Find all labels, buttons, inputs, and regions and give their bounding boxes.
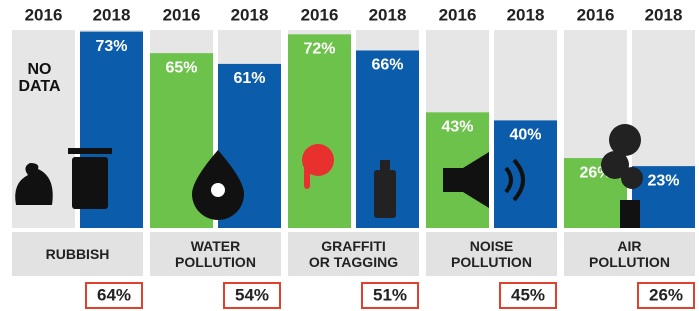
category-label: GRAFFITI OR TAGGING xyxy=(286,232,421,276)
series-label: 2016 xyxy=(439,5,477,24)
bar xyxy=(356,50,419,228)
category-label: NOISE POLLUTION xyxy=(424,232,559,276)
series-label: 2018 xyxy=(645,5,683,24)
column-bg xyxy=(12,30,75,228)
overall-label: 54% xyxy=(235,285,269,304)
bar xyxy=(150,53,213,228)
value-label: 66% xyxy=(371,57,403,74)
value-label: 73% xyxy=(95,38,127,55)
overall-label: 26% xyxy=(649,285,683,304)
category-label: WATER POLLUTION xyxy=(148,232,283,276)
series-label: 2018 xyxy=(507,5,545,24)
value-label: 40% xyxy=(509,127,541,144)
overall-label: 51% xyxy=(373,285,407,304)
series-label: 2016 xyxy=(577,5,615,24)
value-label: 23% xyxy=(647,172,679,189)
series-label: 2016 xyxy=(25,5,63,24)
overall-label: 45% xyxy=(511,285,545,304)
value-label: 65% xyxy=(165,59,197,76)
no-data-label: NO xyxy=(28,61,52,78)
value-label: 26% xyxy=(579,164,611,181)
value-label: 43% xyxy=(441,119,473,136)
series-label: 2018 xyxy=(93,5,131,24)
series-label: 2016 xyxy=(301,5,339,24)
bar xyxy=(80,32,143,228)
category-label: AIR POLLUTION xyxy=(562,232,697,276)
series-label: 2018 xyxy=(369,5,407,24)
series-label: 2016 xyxy=(163,5,201,24)
category-label: RUBBISH xyxy=(10,232,145,276)
value-label: 61% xyxy=(233,70,265,87)
bar xyxy=(218,64,281,228)
series-label: 2018 xyxy=(231,5,269,24)
bar xyxy=(288,34,351,228)
value-label: 72% xyxy=(303,41,335,58)
infographic: 2016 NODATA 2018 73% 64% 2016 65% 2018 61% 54% 201… xyxy=(0,0,699,311)
overall-label: 64% xyxy=(97,285,131,304)
no-data-label: DATA xyxy=(18,78,61,95)
